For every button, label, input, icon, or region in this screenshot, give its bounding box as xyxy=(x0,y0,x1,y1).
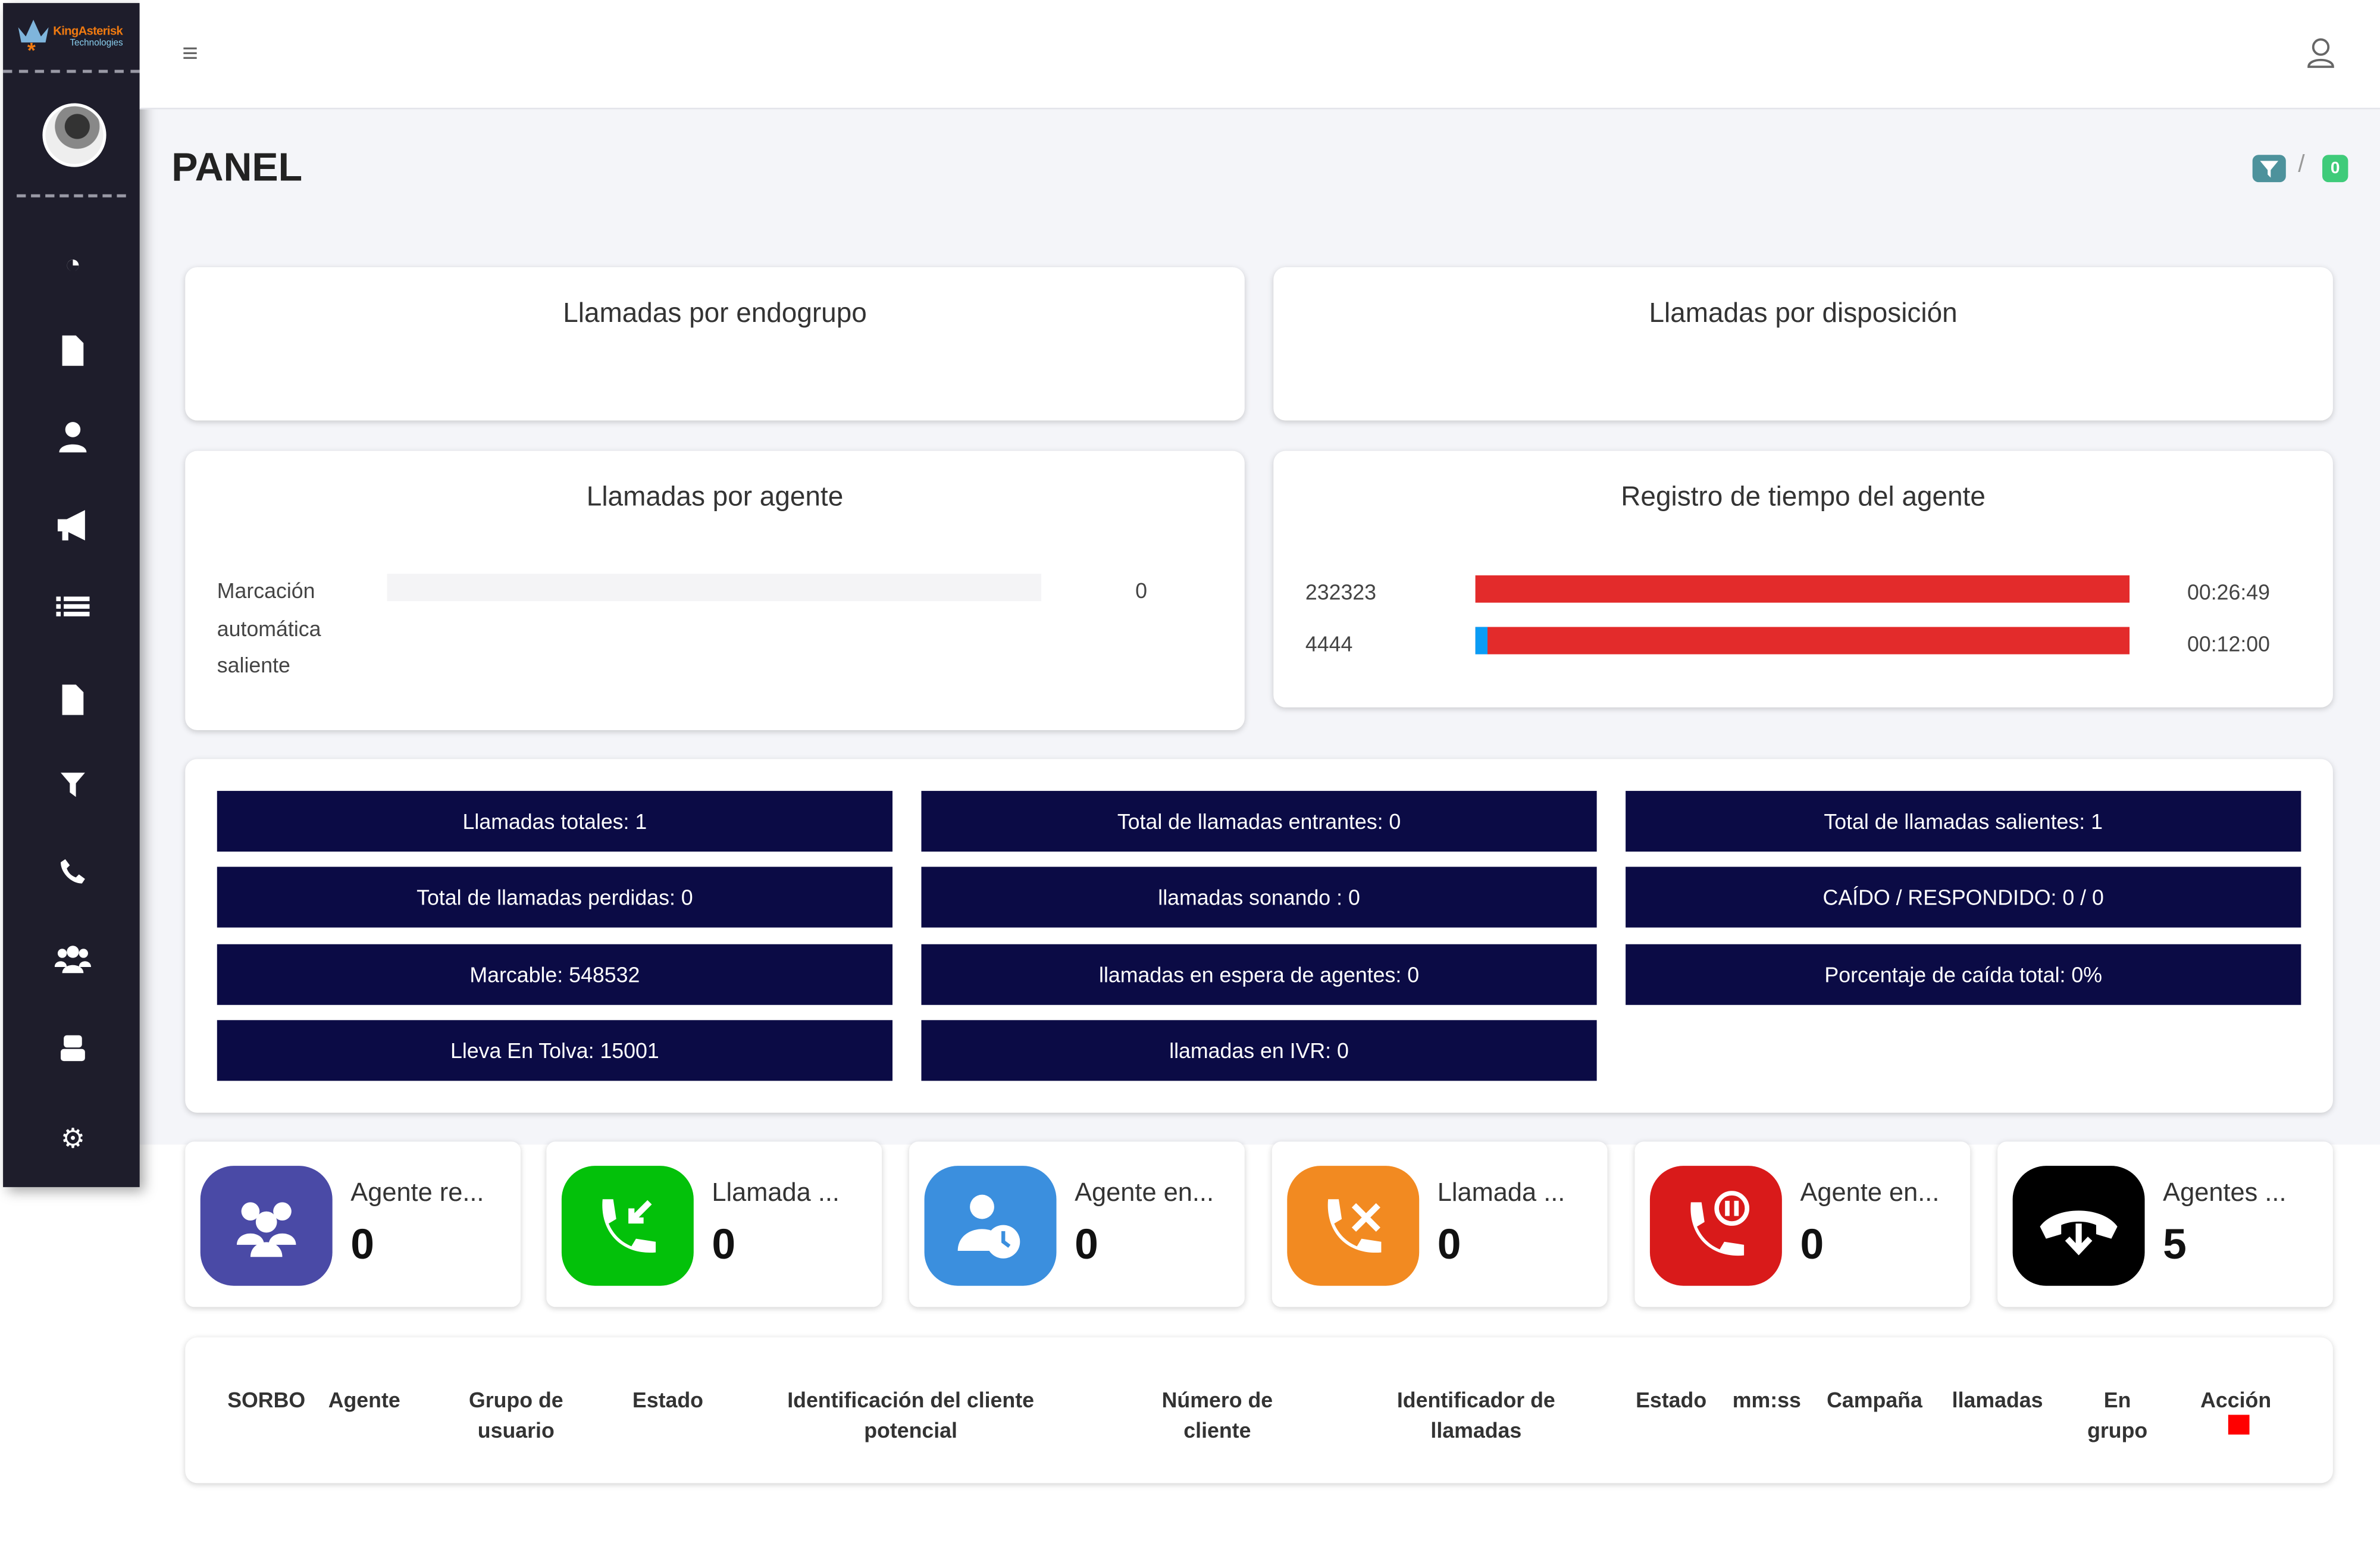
stat-ringing-calls: llamadas sonando : 0 xyxy=(921,866,1597,928)
svg-text:*: * xyxy=(27,39,36,58)
logo[interactable]: * KingAsterisk Technologies xyxy=(15,15,129,62)
agent-calls-value: 0 xyxy=(1135,578,1148,603)
tile-agents-waiting[interactable]: Agente en... 0 xyxy=(909,1141,1245,1307)
missed-call-icon xyxy=(1287,1166,1420,1286)
col-header-lead-id[interactable]: Identificación del cliente potencial xyxy=(787,1387,1034,1442)
divider xyxy=(3,70,140,73)
tile-label: Agentes ... xyxy=(2163,1178,2287,1207)
stat-drop-percent: Porcentaje de caída total: 0% xyxy=(1626,944,2301,1005)
tile-value: 0 xyxy=(1800,1220,1824,1268)
agent-time-bar xyxy=(1475,627,2130,655)
endogroup-calls-card: Llamadas por endogrupo xyxy=(185,267,1245,421)
agent-calls-card: Llamadas por agente Marcación automática… xyxy=(185,450,1245,731)
tile-value: 0 xyxy=(1075,1220,1098,1268)
breadcrumb-filter-icon[interactable] xyxy=(2252,155,2286,183)
phone-icon[interactable] xyxy=(49,858,98,894)
col-header-agent[interactable]: Agente xyxy=(328,1387,400,1412)
tile-value: 5 xyxy=(2163,1220,2187,1268)
call-paused-icon xyxy=(1649,1166,1782,1286)
agent-time: 00:26:49 xyxy=(2187,580,2271,605)
tile-label: Llamada ... xyxy=(712,1178,840,1207)
agent-calls-label: Marcación automática saliente xyxy=(217,578,321,677)
stat-inbound-calls: Total de llamadas entrantes: 0 xyxy=(921,791,1597,852)
col-header-calls[interactable]: llamadas xyxy=(1952,1387,2043,1412)
stat-ivr-calls: llamadas en IVR: 0 xyxy=(921,1020,1597,1081)
agent-time-bar-blue-segment xyxy=(1475,627,1488,655)
col-header-status-2[interactable]: Estado xyxy=(1636,1387,1707,1412)
user-clock-icon xyxy=(924,1166,1057,1286)
col-header-sorbo[interactable]: SORBO xyxy=(227,1387,306,1412)
user-account-icon[interactable] xyxy=(2304,36,2337,70)
col-header-customer-number[interactable]: Número de cliente xyxy=(1161,1387,1273,1442)
tile-value: 0 xyxy=(712,1220,736,1268)
breadcrumb-badge[interactable]: 0 xyxy=(2322,155,2348,183)
agent-id: 4444 xyxy=(1305,631,1353,656)
col-header-campaign[interactable]: Campaña xyxy=(1827,1387,1922,1412)
divider xyxy=(17,194,126,198)
agent-time: 00:12:00 xyxy=(2187,631,2271,656)
stat-waiting-calls: llamadas en espera de agentes: 0 xyxy=(921,944,1597,1005)
hangup-icon xyxy=(2012,1166,2145,1286)
incoming-call-icon xyxy=(561,1166,694,1286)
page-title: PANEL xyxy=(171,144,303,190)
stat-outbound-calls: Total de llamadas salientes: 1 xyxy=(1626,791,2301,852)
stat-dropped-answered: CAÍDO / RESPONDIDO: 0 / 0 xyxy=(1626,866,2301,928)
megaphone-icon[interactable] xyxy=(49,509,98,545)
tile-label: Llamada ... xyxy=(1437,1178,1565,1207)
logo-name: KingAsterisk xyxy=(53,24,123,38)
tile-missed-calls[interactable]: Llamada ... 0 xyxy=(1272,1141,1608,1307)
crown-logo-icon: * xyxy=(18,20,49,62)
col-header-in-group[interactable]: En grupo xyxy=(2087,1387,2148,1442)
breadcrumb-separator: / xyxy=(2298,152,2305,178)
top-bar xyxy=(139,0,2380,109)
col-header-caller-id[interactable]: Identificador de llamadas xyxy=(1396,1387,1555,1442)
tile-agents-ready[interactable]: Agente re... 0 xyxy=(185,1141,521,1307)
agent-id: 232323 xyxy=(1305,580,1377,605)
stat-dialable: Marcable: 548532 xyxy=(217,944,892,1005)
hamburger-menu-icon[interactable]: ≡ xyxy=(182,37,198,68)
stat-hopper: Lleva En Tolva: 15001 xyxy=(217,1020,892,1081)
col-header-user-group[interactable]: Grupo de usuario xyxy=(468,1387,563,1442)
file-icon[interactable] xyxy=(49,683,98,719)
action-indicator[interactable] xyxy=(2228,1414,2250,1435)
tile-value: 0 xyxy=(1437,1220,1461,1268)
card-title: Llamadas por disposición xyxy=(1649,297,1958,328)
user-icon[interactable] xyxy=(49,421,98,457)
sidebar: * KingAsterisk Technologies ◔ ⚙ xyxy=(3,3,140,1187)
stat-lost-calls: Total de llamadas perdidas: 0 xyxy=(217,866,892,928)
tile-label: Agente en... xyxy=(1800,1178,1940,1207)
users-group-icon[interactable] xyxy=(49,944,98,981)
logo-sub: Technologies xyxy=(70,39,123,49)
filter-icon[interactable] xyxy=(49,771,98,808)
list-icon[interactable] xyxy=(49,595,98,631)
tile-value: 0 xyxy=(350,1220,375,1268)
robot-icon[interactable] xyxy=(49,1032,98,1069)
col-header-mmss[interactable]: mm:ss xyxy=(1732,1387,1801,1412)
users-icon xyxy=(200,1166,333,1286)
agent-calls-bar xyxy=(387,574,1041,602)
tile-agents-paused[interactable]: Agente en... 0 xyxy=(1634,1141,1971,1307)
tile-label: Agente en... xyxy=(1075,1178,1214,1207)
agents-table xyxy=(185,1337,2333,1484)
dashboard-gauge-icon[interactable]: ◔ xyxy=(64,249,82,280)
tile-agents-dead[interactable]: Agentes ... 5 xyxy=(1997,1141,2333,1307)
card-title: Registro de tiempo del agente xyxy=(1621,481,1986,512)
document-icon[interactable] xyxy=(49,334,98,370)
tile-incoming-calls[interactable]: Llamada ... 0 xyxy=(546,1141,882,1307)
agent-time-card: Registro de tiempo del agente 232323 00:… xyxy=(1273,450,2333,708)
stat-total-calls: Llamadas totales: 1 xyxy=(217,791,892,852)
gear-icon[interactable]: ⚙ xyxy=(60,1123,86,1154)
col-header-status[interactable]: Estado xyxy=(632,1387,703,1412)
agent-time-bar xyxy=(1475,575,2130,603)
card-title: Llamadas por endogrupo xyxy=(563,297,867,328)
disposition-calls-card: Llamadas por disposición xyxy=(1273,267,2333,421)
card-title: Llamadas por agente xyxy=(586,481,844,512)
tile-label: Agente re... xyxy=(350,1178,484,1207)
col-header-action[interactable]: Acción xyxy=(2200,1387,2272,1412)
avatar[interactable] xyxy=(42,103,107,167)
